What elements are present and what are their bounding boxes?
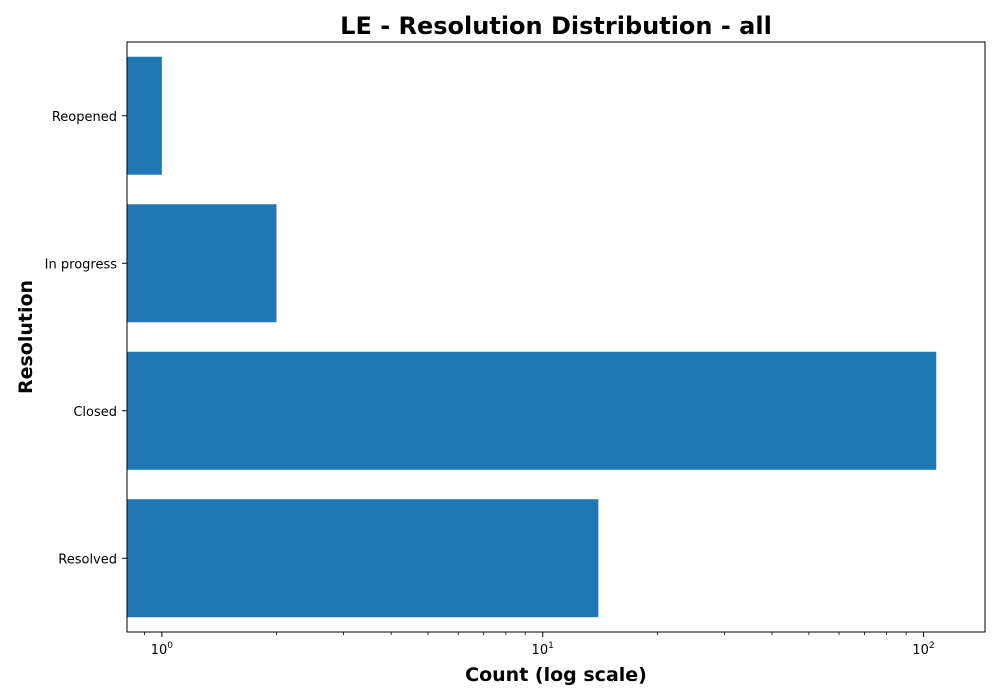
y-tick-label: In progress <box>45 257 118 272</box>
bar-resolved <box>127 499 599 618</box>
bar-closed <box>127 351 937 470</box>
bar-in-progress <box>127 204 277 323</box>
y-tick-label: Reopened <box>52 110 117 125</box>
x-tick-label: 100 <box>151 641 174 658</box>
y-ticks-group: Resolved Closed In progress Reopened <box>45 110 127 567</box>
x-axis-label: Count (log scale) <box>465 664 647 686</box>
y-axis-label: Resolution <box>15 280 37 394</box>
bar-reopened <box>127 56 162 175</box>
y-tick-label: Closed <box>73 405 117 420</box>
y-tick-label: Resolved <box>58 552 117 567</box>
bars-group <box>127 56 937 618</box>
chart-title: LE - Resolution Distribution - all <box>340 12 772 40</box>
x-tick-label: 102 <box>912 641 934 658</box>
x-tick-label: 101 <box>532 641 554 658</box>
plot-area-frame <box>126 41 986 633</box>
x-ticks-group: 100 101 102 <box>144 632 935 658</box>
